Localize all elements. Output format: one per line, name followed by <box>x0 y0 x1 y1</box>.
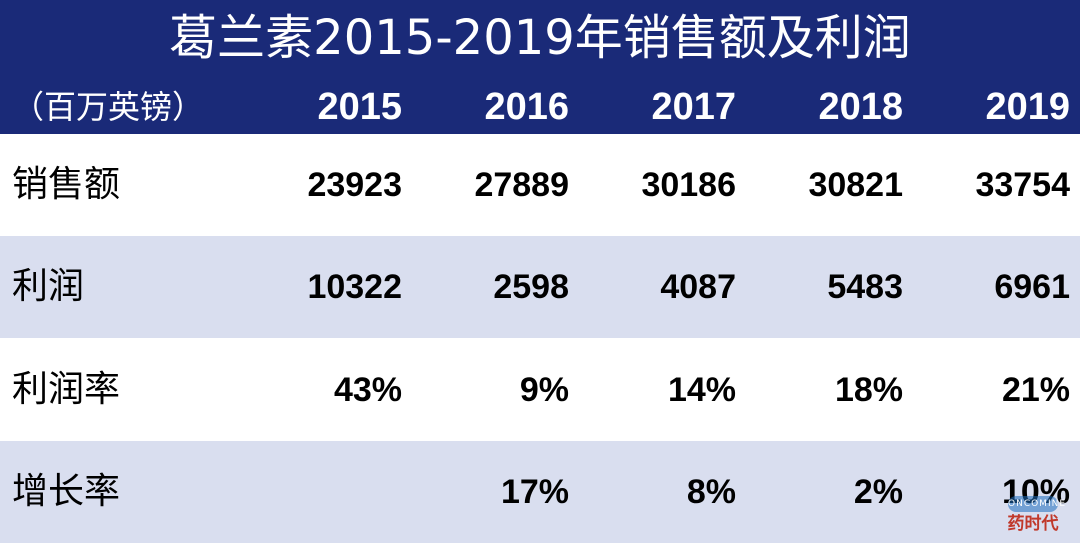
table-cell: 5483 <box>827 268 903 306</box>
table-cell: 30186 <box>641 166 736 204</box>
row-label: 利润率 <box>12 369 121 410</box>
table-title: 葛兰素2015-2019年销售额及利润 <box>169 10 911 66</box>
table-cell: 30821 <box>808 166 903 204</box>
table-header: 葛兰素2015-2019年销售额及利润 （百万英镑） 2015 2016 2017 2… <box>0 0 1080 134</box>
table-row: 销售额 23923 27889 30186 30821 33754 <box>0 134 1080 236</box>
row-label: 利润 <box>12 266 85 307</box>
row-label: 增长率 <box>12 471 121 512</box>
table-cell: 10322 <box>307 268 402 306</box>
table-cell: 9% <box>519 371 569 409</box>
column-header-2017: 2017 <box>651 86 736 128</box>
watermark-logo: ONCOMINE 药时代 <box>1002 496 1065 538</box>
table-row: 增长率 17% 8% 2% 10% <box>0 441 1080 543</box>
table-cell: 4087 <box>660 268 736 306</box>
table-cell: 8% <box>686 473 736 511</box>
table-cell: 23923 <box>307 166 402 204</box>
column-header-2018: 2018 <box>818 86 903 128</box>
unit-label: （百万英镑） <box>12 88 205 126</box>
column-header-2016: 2016 <box>484 86 569 128</box>
table-cell: 33754 <box>975 166 1070 204</box>
table-row: 利润率 43% 9% 14% 18% 21% <box>0 339 1080 441</box>
table-cell: 6961 <box>994 268 1070 306</box>
table-cell: 43% <box>333 371 402 409</box>
table-cell: 2598 <box>493 268 569 306</box>
table-cell: 2% <box>853 473 903 511</box>
table-cell: 18% <box>834 371 903 409</box>
table-row: 利润 10322 2598 4087 5483 6961 <box>0 236 1080 338</box>
table-cell: 21% <box>1001 371 1070 409</box>
table-cell: 27889 <box>474 166 569 204</box>
table-cell: 14% <box>667 371 736 409</box>
watermark-text: 药时代 <box>1007 514 1059 534</box>
watermark-badge: ONCOMINE <box>1008 496 1065 512</box>
table-cell: 17% <box>500 473 569 511</box>
row-label: 销售额 <box>12 164 121 205</box>
column-header-2019: 2019 <box>985 86 1070 128</box>
table-cell <box>242 441 402 543</box>
column-header-2015: 2015 <box>317 86 402 128</box>
